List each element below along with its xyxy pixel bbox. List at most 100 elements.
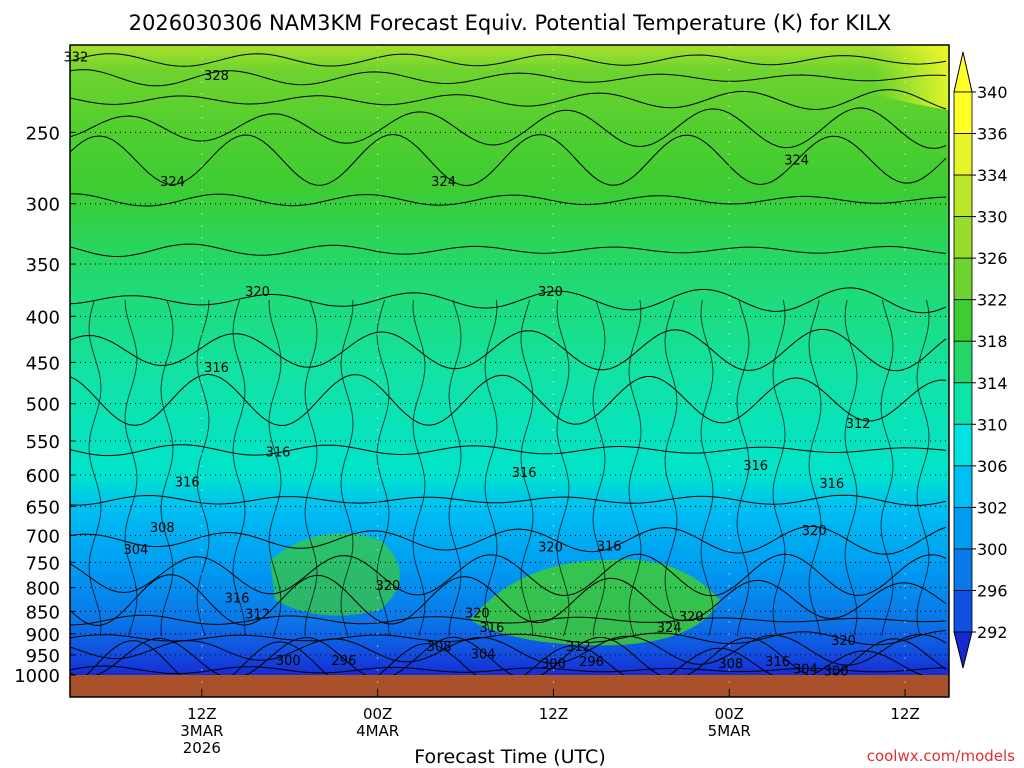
y-tick-label: 800 xyxy=(26,579,60,600)
contour-label: 320 xyxy=(375,579,400,594)
contour-line xyxy=(340,299,354,637)
contour-line xyxy=(484,299,498,637)
contour-line xyxy=(448,299,462,637)
contour-line xyxy=(124,299,138,637)
y-tick-label: 650 xyxy=(26,497,60,518)
contour-lines xyxy=(70,53,947,690)
grid-lines xyxy=(70,45,949,697)
colorbar-label: 310 xyxy=(977,415,1008,434)
contour-line xyxy=(412,299,426,637)
contour-label: 312 xyxy=(566,640,591,655)
plot-frame xyxy=(69,44,950,698)
colorbar-segment xyxy=(953,340,973,384)
warm-pocket-mid-level xyxy=(270,533,400,616)
contour-label: 316 xyxy=(225,591,250,606)
y-tick-label: 1000 xyxy=(14,666,60,687)
contour-line xyxy=(70,665,947,675)
contour-line xyxy=(70,373,947,427)
y-tick-label: 950 xyxy=(26,646,60,667)
y-tick-label: 750 xyxy=(26,553,60,574)
colorbar-label: 340 xyxy=(977,83,1008,102)
contour-line xyxy=(376,299,390,637)
colorbar-label: 322 xyxy=(977,291,1008,310)
contour-line xyxy=(70,53,947,67)
colorbar-label: 330 xyxy=(977,208,1008,227)
y-tick-label: 350 xyxy=(26,255,60,276)
y-tick-label: 550 xyxy=(26,432,60,453)
contour-line xyxy=(70,553,947,597)
credit-link[interactable]: coolwx.com/models xyxy=(867,747,1015,765)
colorbar-label: 296 xyxy=(977,581,1008,600)
x-tick-label: 3MAR xyxy=(180,722,223,740)
x-tick-label: 00Z xyxy=(715,705,744,723)
x-tick-label: 4MAR xyxy=(356,722,399,740)
colorbar: 340 336 334 330 326 322 318 314 310 306 302 300 296 2… xyxy=(953,51,1008,669)
contour-label: 324 xyxy=(160,175,185,190)
y-axis: 2503003504004505005506006507007508008509… xyxy=(14,123,76,687)
contour-label: 300 xyxy=(541,657,566,672)
contour-label: 316 xyxy=(765,655,790,670)
contour-label: 308 xyxy=(718,657,743,672)
contour-label: 328 xyxy=(204,69,229,84)
x-tick-label: 12Z xyxy=(187,705,216,723)
contour-line xyxy=(304,299,318,636)
colorbar-segment xyxy=(953,590,973,633)
contour-label: 316 xyxy=(175,476,200,491)
y-tick-label: 900 xyxy=(26,625,60,646)
x-tick-label: 12Z xyxy=(890,705,919,723)
x-tick-label: 2026 xyxy=(183,739,221,757)
colorbar-segment xyxy=(953,174,973,218)
colorbar-segment xyxy=(953,257,973,301)
x-axis-label: Forecast Time (UTC) xyxy=(414,746,605,768)
contour-line xyxy=(70,328,947,372)
x-tick-label: 00Z xyxy=(363,705,392,723)
contour-line xyxy=(592,299,606,637)
contour-label: 324 xyxy=(784,154,809,169)
contour-line xyxy=(70,630,947,646)
colorbar-segment xyxy=(953,506,973,550)
contour-line xyxy=(232,299,246,637)
contour-label: 296 xyxy=(579,655,604,670)
colorbar-label: 302 xyxy=(977,498,1008,517)
contour-line xyxy=(70,89,947,111)
colorbar-segment xyxy=(953,216,973,259)
contour-label: 320 xyxy=(538,285,563,300)
contour-line xyxy=(70,525,947,555)
y-tick-label: 600 xyxy=(26,466,60,487)
contour-line xyxy=(844,299,858,637)
contour-line xyxy=(70,614,947,626)
contour-line xyxy=(70,133,947,187)
y-tick-label: 500 xyxy=(26,395,60,416)
contour-label: 320 xyxy=(245,285,270,300)
contour-label: 316 xyxy=(512,466,537,481)
colorbar-label: 336 xyxy=(977,125,1008,144)
contour-line xyxy=(268,299,282,637)
contour-line xyxy=(664,299,678,637)
contour-label: 300 xyxy=(276,654,301,669)
contour-line xyxy=(772,299,786,637)
contour-label: 332 xyxy=(63,51,88,66)
contour-label: 296 xyxy=(332,654,357,669)
contour-line xyxy=(88,299,102,637)
contour-label: 300 xyxy=(824,664,849,679)
contour-label: 324 xyxy=(657,621,682,636)
colorbar-label: 314 xyxy=(977,374,1008,393)
colorbar-segment xyxy=(953,91,973,134)
chart-title: 2026030306 NAM3KM Forecast Equiv. Potent… xyxy=(129,11,892,35)
colorbar-segment xyxy=(953,465,973,508)
contour-line xyxy=(70,107,947,149)
contour-line xyxy=(70,494,947,506)
contour-line xyxy=(70,633,947,666)
contour-label: 316 xyxy=(204,361,229,376)
contour-label: 304 xyxy=(793,662,818,677)
contour-label: 316 xyxy=(480,621,505,636)
contour-label: 316 xyxy=(743,459,768,474)
contour-line xyxy=(700,299,714,637)
contour-line xyxy=(70,193,947,207)
y-tick-label: 700 xyxy=(26,526,60,547)
contour-label: 304 xyxy=(471,648,496,663)
contour-label: 312 xyxy=(245,608,270,623)
colorbar-label: 318 xyxy=(977,332,1008,351)
contour-line xyxy=(70,287,947,314)
